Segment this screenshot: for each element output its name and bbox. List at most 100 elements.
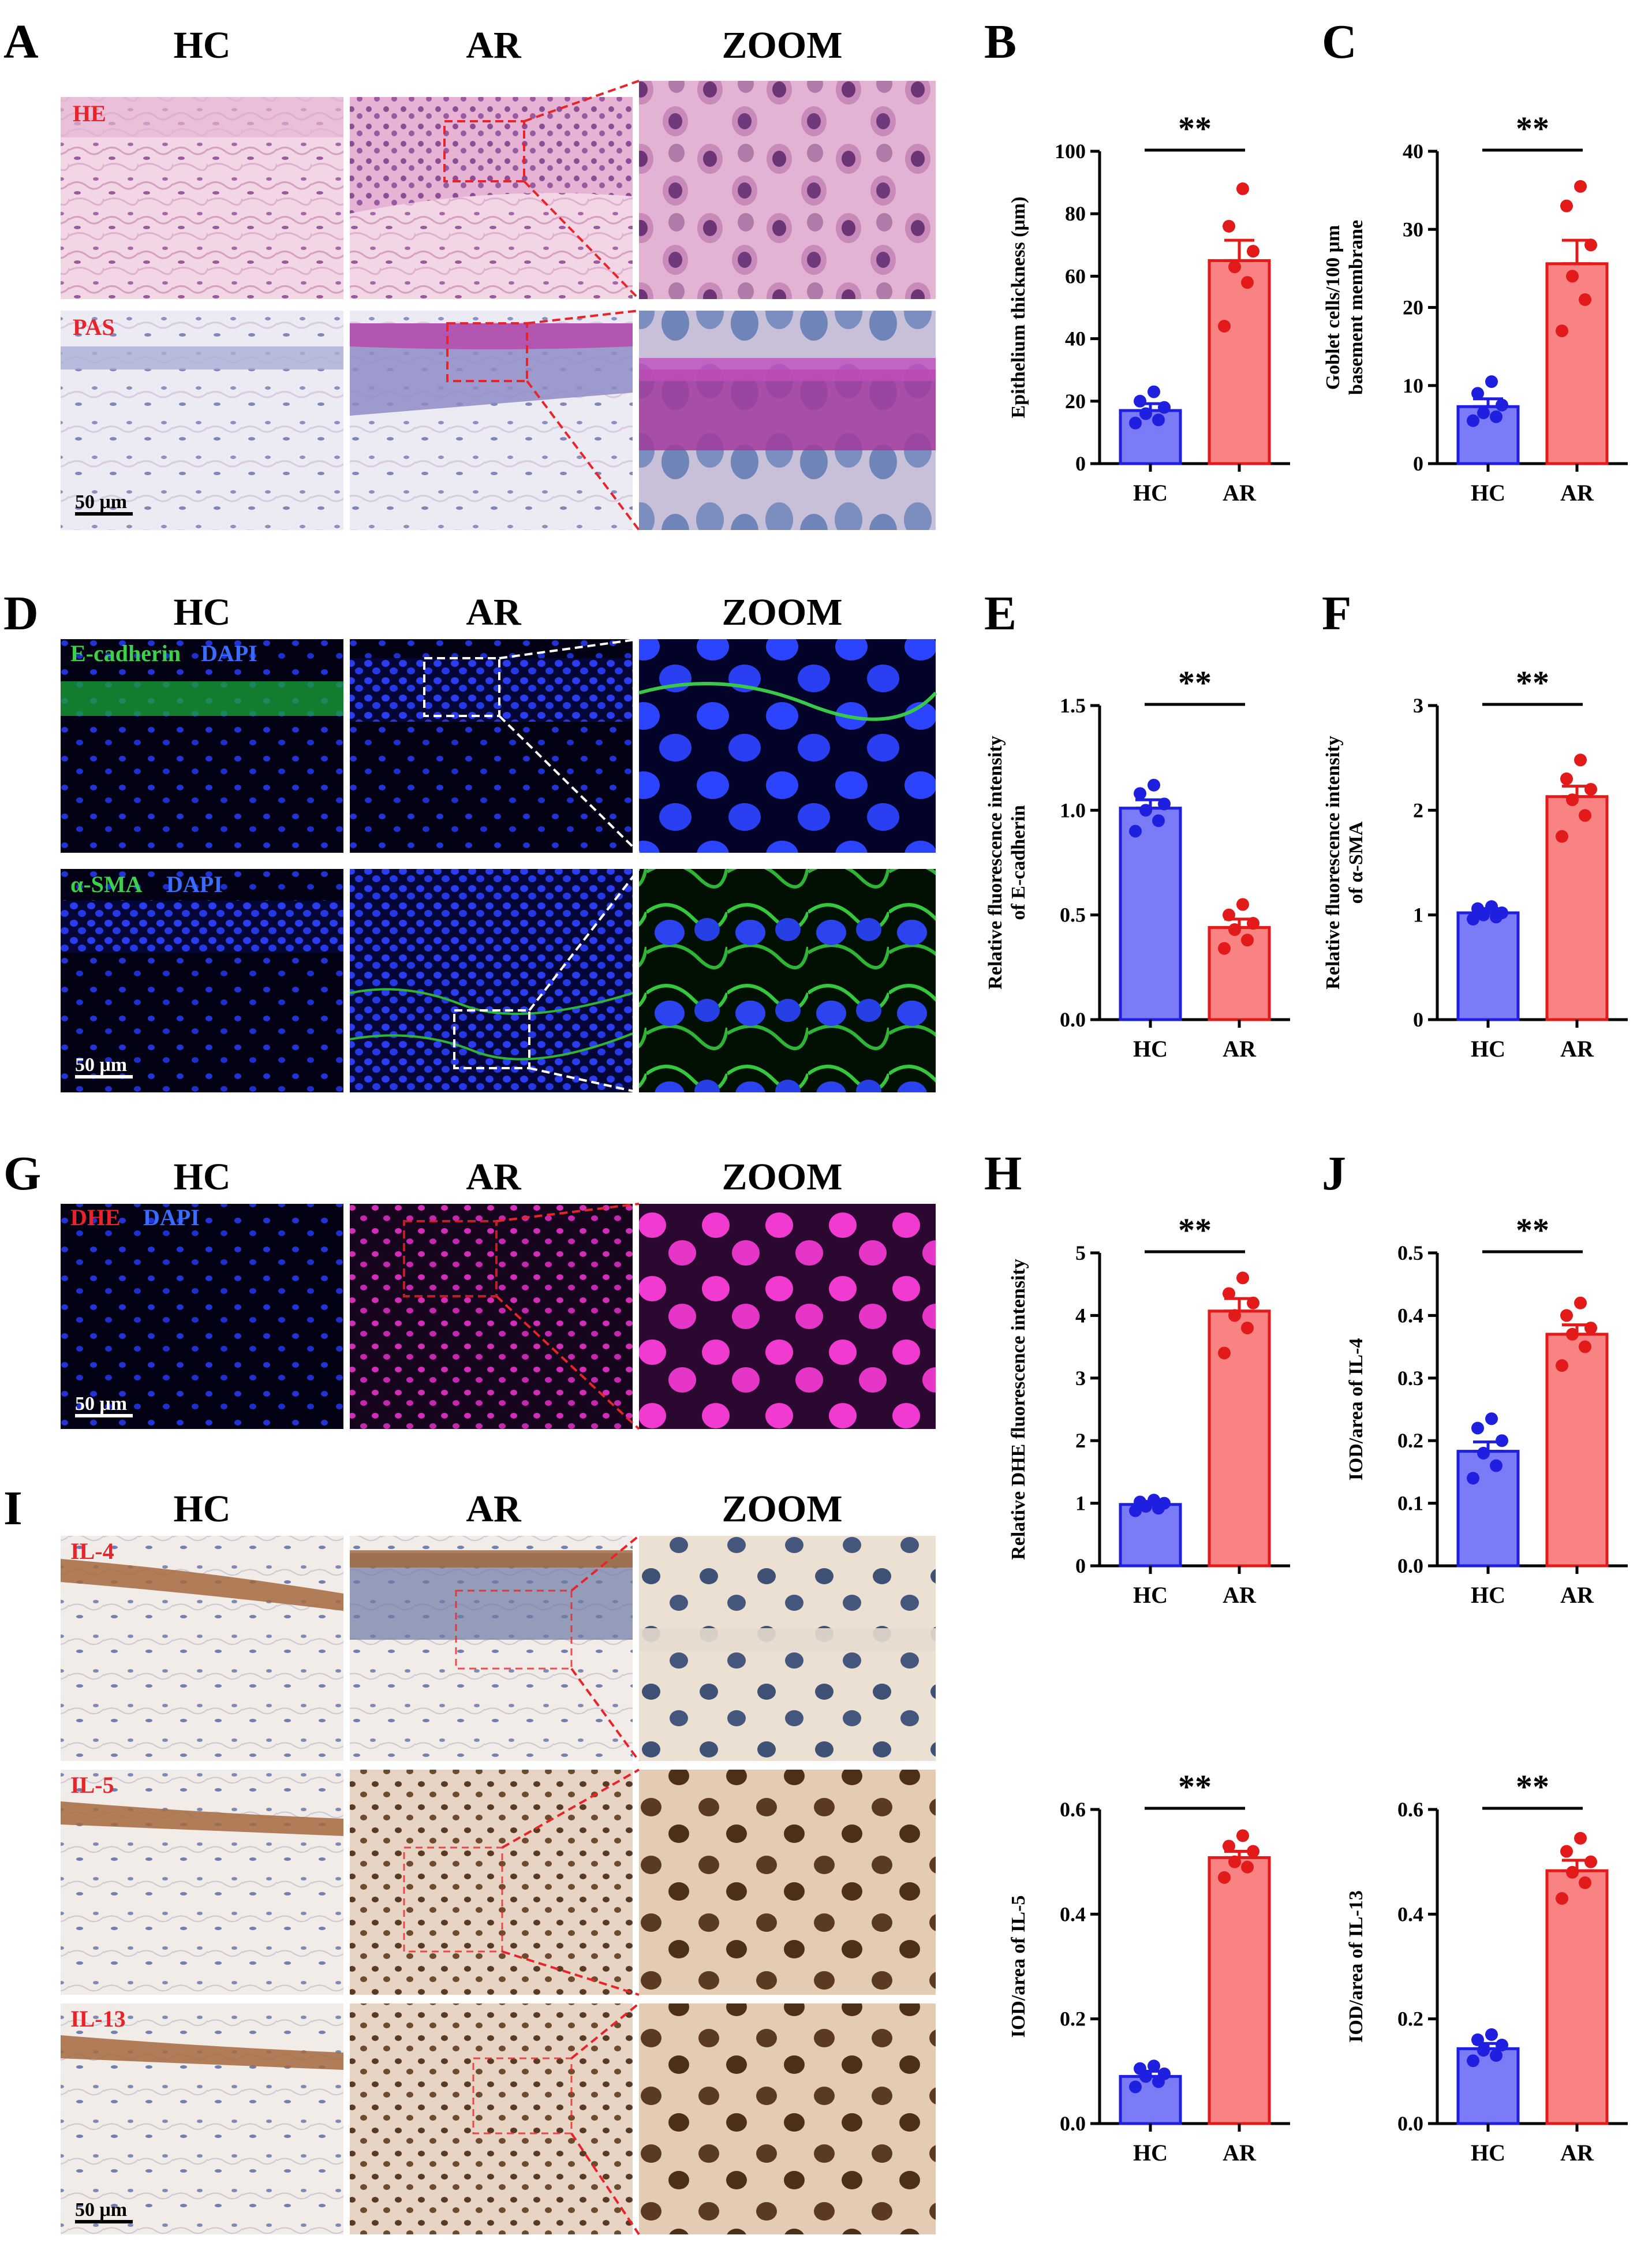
category-label-hc: HC: [1471, 1582, 1505, 1608]
y-tick-label: 0: [1075, 1554, 1086, 1577]
data-point: [1134, 394, 1146, 408]
chart-f: 0 1 2 3 HC AR ** Relative fluorescence intensit…: [1322, 664, 1628, 1062]
data-point: [1579, 1340, 1591, 1353]
data-point: [1236, 1271, 1249, 1285]
data-point: [1584, 238, 1597, 252]
data-point: [1566, 793, 1579, 807]
chart-c: 0 10 20 30 40 HC AR ** Goblet cells/100 μm baseme…: [1322, 110, 1628, 506]
col-header-zoom-g: ZOOM: [722, 1156, 843, 1198]
y-axis-label: IOD/area of IL-13: [1345, 1890, 1367, 2043]
data-point: [1134, 2062, 1146, 2075]
stain-label-dapi-3: DAPI: [143, 1204, 200, 1230]
data-point: [1496, 398, 1508, 412]
data-point: [1485, 2028, 1498, 2041]
ecad-hc-image: [61, 639, 343, 853]
significance-label: **: [1178, 1211, 1212, 1249]
y-tick-label: 0.0: [1060, 1008, 1086, 1031]
chart-il13: 0.0 0.2 0.4 0.6 HC AR ** IOD/area of IL-13: [1345, 1768, 1628, 2166]
col-header-hc-g: HC: [174, 1156, 231, 1198]
panel-letter-d: D: [3, 587, 39, 640]
data-point: [1584, 1855, 1597, 1868]
data-point: [1496, 1434, 1508, 1447]
data-point: [1496, 2039, 1508, 2051]
data-point: [1139, 407, 1152, 420]
bar-ar: [1545, 1333, 1609, 1568]
data-point: [1485, 900, 1498, 913]
category-label-hc: HC: [1133, 2140, 1168, 2166]
significance-label: **: [1516, 110, 1549, 147]
data-point: [1477, 2044, 1490, 2057]
stain-label-pas: PAS: [73, 314, 115, 340]
stain-label-il13: IL-13: [70, 2006, 126, 2032]
y-tick-label: 100: [1055, 140, 1086, 163]
y-tick-label: 0.0: [1397, 2112, 1423, 2135]
data-point: [1574, 1831, 1587, 1845]
data-point: [1236, 898, 1249, 911]
stain-label-dhe: DHE: [70, 1204, 121, 1230]
category-label-hc: HC: [1471, 1036, 1505, 1062]
data-point: [1467, 1472, 1479, 1485]
significance-label: **: [1516, 1211, 1549, 1249]
bar-hc: [1119, 2074, 1182, 2125]
col-header-hc-d: HC: [174, 591, 231, 633]
data-point: [1471, 387, 1484, 400]
y-tick-label: 0.4: [1060, 1902, 1086, 1926]
y-tick-label: 0.2: [1397, 1429, 1423, 1452]
data-point: [1247, 917, 1259, 930]
y-tick-label: 10: [1403, 374, 1423, 397]
col-header-ar: AR: [466, 24, 522, 66]
il13-ar-image: [350, 2003, 633, 2234]
y-tick-label: 4: [1075, 1304, 1086, 1327]
data-point: [1490, 410, 1503, 423]
category-label-ar: AR: [1560, 2140, 1594, 2166]
y-tick-label: 0.6: [1397, 1798, 1423, 1821]
stain-label-he: HE: [73, 100, 106, 126]
panel-letter-g: G: [3, 1147, 41, 1200]
data-point: [1579, 1876, 1591, 1889]
stain-label-dapi-1: DAPI: [201, 640, 257, 666]
category-label-ar: AR: [1223, 480, 1257, 506]
y-tick-label: 80: [1065, 202, 1086, 225]
chart-h: 0 1 2 3 4 5 HC AR ** Relative DHE fluorescence in…: [1008, 1211, 1290, 1608]
stain-label-il4: IL-4: [70, 1538, 114, 1564]
data-point: [1560, 772, 1573, 785]
il13-zoom-image: [639, 2003, 936, 2234]
data-point: [1218, 319, 1231, 333]
data-point: [1560, 1309, 1573, 1322]
dhe-zoom-image: [639, 1204, 936, 1429]
col-header-ar-g: AR: [466, 1156, 522, 1198]
data-point: [1471, 1421, 1484, 1435]
bar-ar: [1208, 259, 1271, 465]
bar-hc: [1119, 807, 1182, 1021]
ecad-zoom-image: [639, 639, 936, 853]
data-point: [1158, 401, 1171, 414]
panel-letter-e: E: [984, 587, 1016, 640]
chart-e: 0.0 0.5 1.0 1.5 HC AR ** Relative fluorescence …: [985, 664, 1290, 1062]
data-point: [1134, 787, 1146, 800]
data-point: [1129, 824, 1142, 838]
stain-label-asma: α-SMA: [70, 871, 143, 897]
category-label-ar: AR: [1223, 1036, 1257, 1062]
data-point: [1566, 270, 1579, 283]
data-point: [1158, 1497, 1171, 1510]
y-axis-label: Relative fluorescence intensity: [985, 736, 1006, 989]
data-point: [1467, 2054, 1479, 2068]
scale-bar-d: 50 μm: [75, 1054, 127, 1076]
data-point: [1471, 902, 1484, 915]
asma-ar-image: [350, 869, 633, 1092]
col-header-hc: HC: [174, 24, 231, 66]
data-point: [1579, 293, 1591, 306]
data-point: [1560, 199, 1573, 212]
chart-il5: 0.0 0.2 0.4 0.6 HC AR ** IOD/area of IL-5: [1008, 1768, 1290, 2166]
data-point: [1584, 783, 1597, 796]
data-point: [1566, 1865, 1579, 1879]
y-tick-label: 3: [1413, 694, 1423, 717]
bar-hc: [1119, 409, 1182, 465]
data-point: [1485, 1412, 1498, 1426]
data-point: [1490, 1459, 1503, 1472]
data-point: [1223, 908, 1235, 921]
category-label-hc: HC: [1133, 1036, 1168, 1062]
data-point: [1467, 414, 1479, 427]
data-point: [1241, 276, 1254, 289]
bar-hc: [1456, 1450, 1520, 1568]
